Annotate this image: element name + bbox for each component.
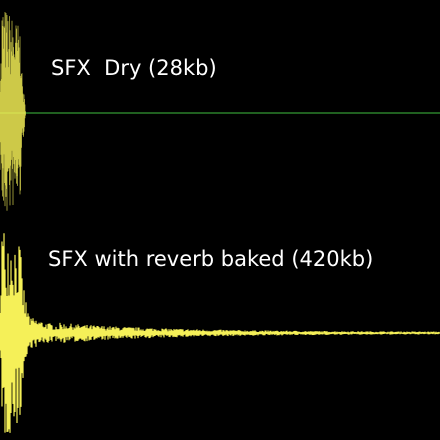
track-label-reverb: SFX with reverb baked (420kb) (48, 247, 374, 271)
waveform-samples-dry (0, 11, 26, 211)
waveform-track-reverb[interactable]: SFX with reverb baked (420kb) (0, 220, 440, 440)
waveform-dry[interactable] (0, 0, 440, 220)
track-label-dry: SFX Dry (28kb) (51, 56, 217, 80)
waveform-samples-reverb (0, 233, 440, 433)
waveform-reverb[interactable] (0, 220, 440, 440)
waveform-track-dry[interactable]: SFX Dry (28kb) (0, 0, 440, 220)
